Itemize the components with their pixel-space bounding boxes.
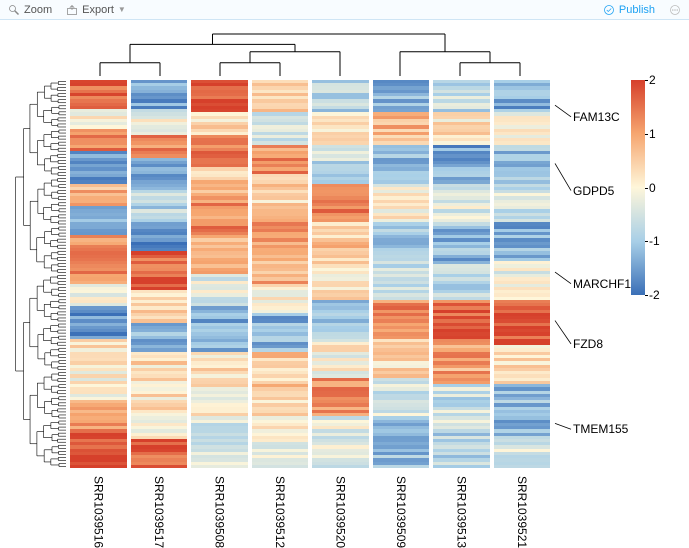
x-axis-label: SRR1039517 bbox=[131, 474, 188, 534]
x-axis-label: SRR1039520 bbox=[312, 474, 369, 534]
heatmap-column bbox=[494, 80, 551, 468]
row-label: MARCHF10 bbox=[573, 277, 638, 291]
x-axis-label: SRR1039516 bbox=[70, 474, 127, 534]
row-label: FAM13C bbox=[573, 110, 620, 124]
zoom-label: Zoom bbox=[24, 4, 52, 16]
publish-label: Publish bbox=[619, 4, 655, 16]
heatmap-column bbox=[312, 80, 369, 468]
x-axis-label: SRR1039521 bbox=[494, 474, 551, 534]
clustered-heatmap: SRR1039516SRR1039517SRR1039508SRR1039512… bbox=[0, 20, 689, 535]
x-axis-label: SRR1039509 bbox=[373, 474, 430, 534]
x-axis-label: SRR1039513 bbox=[433, 474, 490, 534]
colorbar-tick: -1 bbox=[649, 234, 660, 248]
export-icon bbox=[66, 4, 78, 16]
zoom-icon bbox=[8, 4, 20, 16]
colorbar-ticks: 210-1-2 bbox=[645, 80, 671, 295]
colorbar-gradient bbox=[631, 80, 645, 295]
x-axis-label: SRR1039508 bbox=[191, 474, 248, 534]
row-label-callouts: FAM13CGDPD5MARCHF10FZD8TMEM155 bbox=[555, 80, 625, 468]
colorbar-tick: 2 bbox=[649, 73, 656, 87]
heatmap-column bbox=[191, 80, 248, 468]
export-button[interactable]: Export ▼ bbox=[66, 4, 126, 16]
x-axis-label: SRR1039512 bbox=[252, 474, 309, 534]
heatmap-column bbox=[131, 80, 188, 468]
x-axis-labels: SRR1039516SRR1039517SRR1039508SRR1039512… bbox=[70, 474, 550, 534]
more-button[interactable] bbox=[669, 4, 681, 16]
row-dendrogram bbox=[4, 80, 66, 468]
colorbar-tick: 1 bbox=[649, 127, 656, 141]
publish-icon bbox=[603, 4, 615, 16]
column-dendrogram bbox=[70, 32, 550, 76]
colorbar: 210-1-2 bbox=[631, 80, 671, 295]
colorbar-tick: 0 bbox=[649, 181, 656, 195]
heatmap-column bbox=[433, 80, 490, 468]
toolbar: Zoom Export ▼ Publish bbox=[0, 0, 689, 20]
more-icon bbox=[669, 4, 681, 16]
publish-button[interactable]: Publish bbox=[603, 4, 655, 16]
heatmap-column bbox=[70, 80, 127, 468]
heatmap-column bbox=[373, 80, 430, 468]
export-label: Export bbox=[82, 4, 114, 16]
zoom-button[interactable]: Zoom bbox=[8, 4, 52, 16]
heatmap-column bbox=[252, 80, 309, 468]
chevron-down-icon: ▼ bbox=[118, 5, 126, 14]
row-label: GDPD5 bbox=[573, 184, 614, 198]
row-label: TMEM155 bbox=[573, 422, 628, 436]
colorbar-tick: -2 bbox=[649, 288, 660, 302]
heatmap-grid[interactable] bbox=[70, 80, 550, 468]
row-label: FZD8 bbox=[573, 337, 603, 351]
